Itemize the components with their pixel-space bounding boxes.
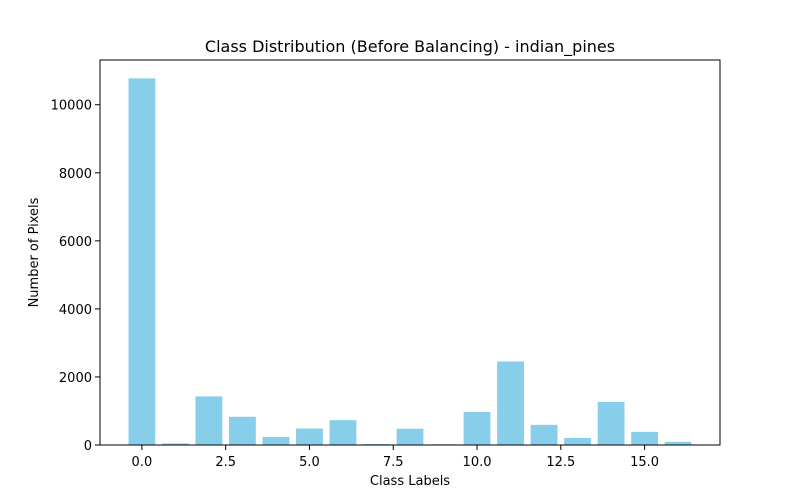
bar-class-5: [296, 428, 323, 445]
y-tick-label: 2000: [59, 371, 92, 386]
x-axis-ticks: 0.0 2.5 5.0 7.5 10.0 12.5 15.0: [132, 445, 659, 470]
bar-class-14: [597, 401, 625, 445]
x-tick-label: 5.0: [299, 455, 320, 470]
y-axis-label: Number of Pixels: [27, 197, 42, 307]
y-tick-label: 6000: [59, 235, 92, 250]
x-tick-label: 10.0: [463, 455, 492, 470]
x-tick-label: 2.5: [215, 455, 236, 470]
y-axis-ticks: 0 2000 4000 6000 8000 10000: [51, 99, 100, 454]
bar-class-2: [195, 396, 223, 445]
bar-class-12: [530, 424, 558, 445]
plot-frame: [99, 59, 721, 446]
x-tick-label: 0.0: [132, 455, 153, 470]
bar-class-4: [262, 436, 290, 445]
bar-class-13: [564, 438, 591, 445]
y-tick-label: 8000: [59, 167, 92, 182]
bar-class-15: [631, 431, 658, 445]
bar-class-1: [162, 443, 189, 445]
x-tick-label: 7.5: [383, 455, 404, 470]
x-tick-label: 15.0: [630, 455, 659, 470]
x-tick-label: 12.5: [546, 455, 575, 470]
x-axis-label: Class Labels: [370, 474, 450, 489]
y-tick-label: 0: [84, 439, 92, 454]
chart-title: Class Distribution (Before Balancing) - …: [205, 37, 615, 57]
bars-group: [128, 78, 692, 445]
bar-class-0: [128, 78, 156, 445]
bar-class-3: [229, 416, 256, 445]
y-tick-label: 10000: [51, 99, 92, 114]
y-tick-label: 4000: [59, 303, 92, 318]
bar-class-11: [497, 361, 524, 445]
bar-class-10: [463, 411, 491, 445]
bar-class-8: [396, 428, 424, 445]
bar-class-6: [329, 420, 357, 445]
bar-class-16: [664, 441, 692, 445]
